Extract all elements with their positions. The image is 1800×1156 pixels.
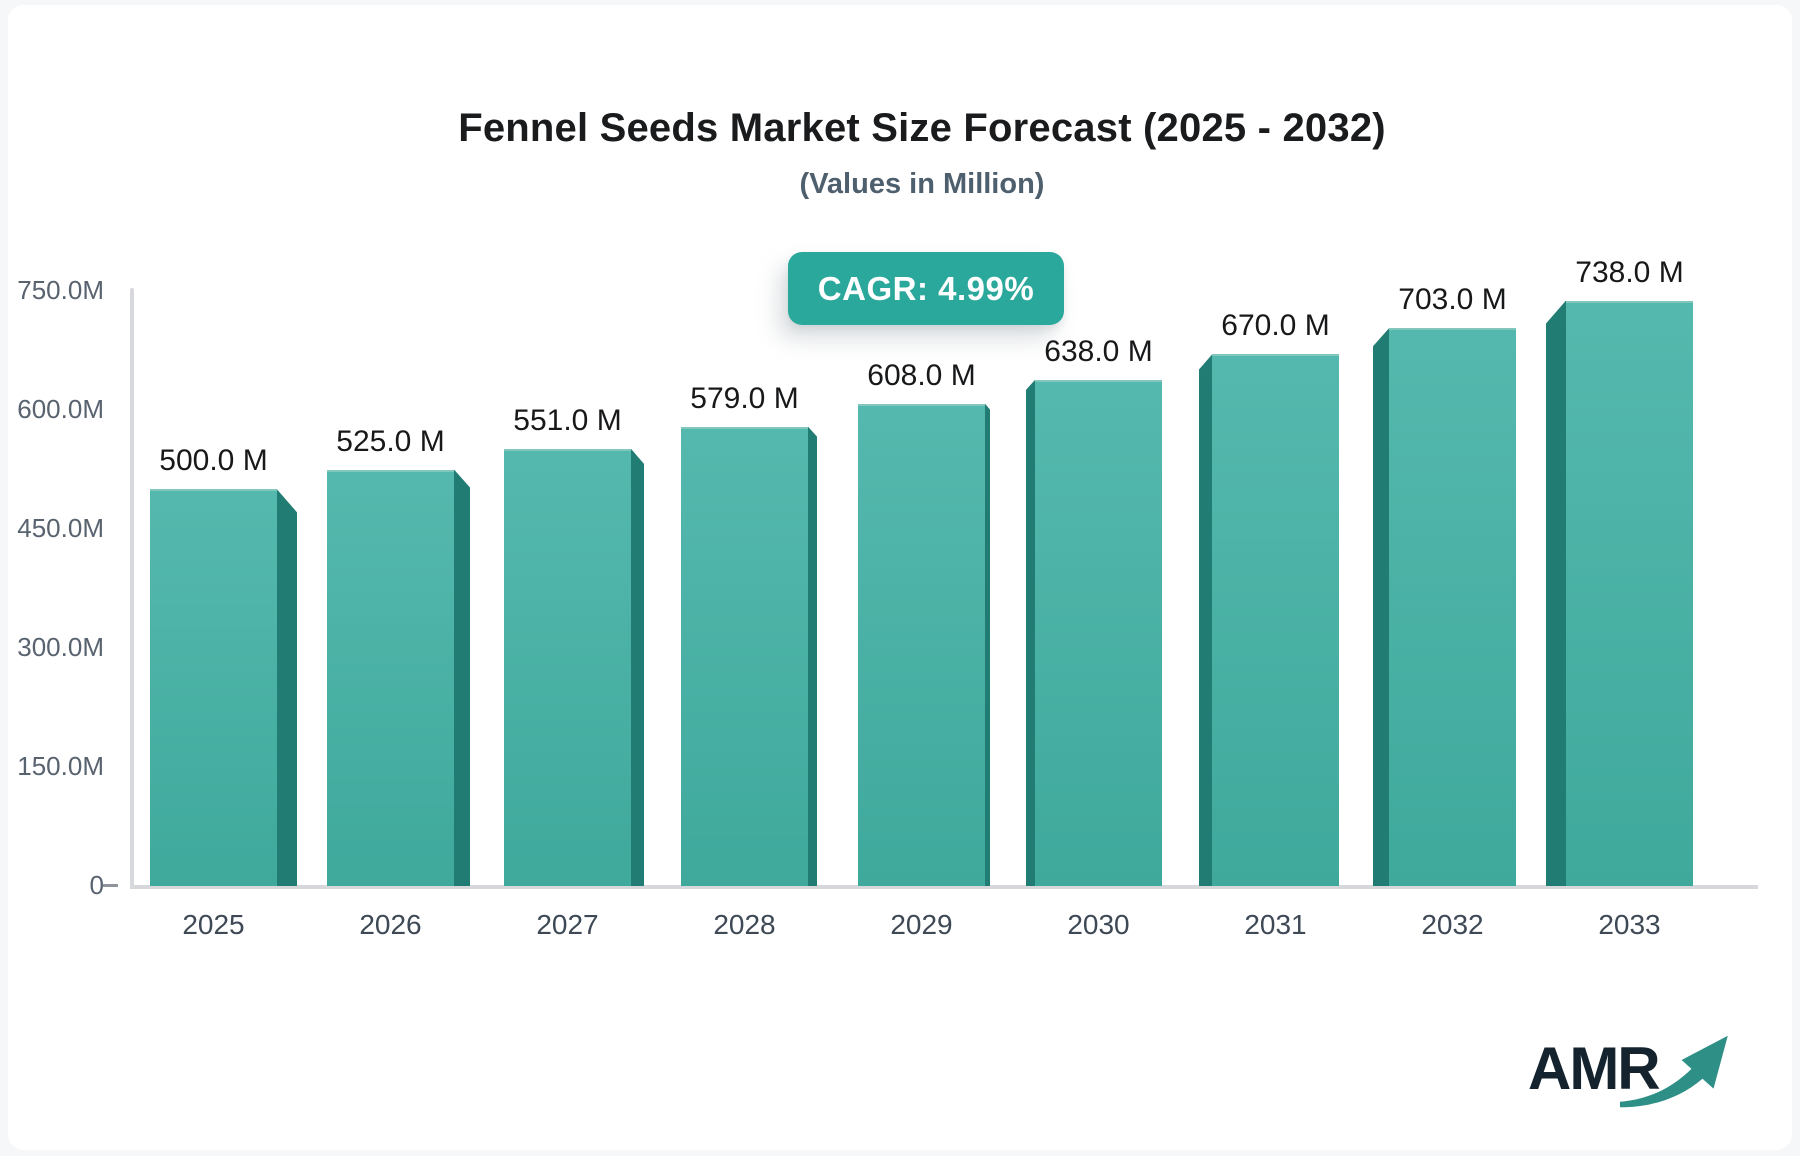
bar-2032[interactable] <box>1389 328 1516 886</box>
chart-title: Fennel Seeds Market Size Forecast (2025 … <box>458 106 1386 150</box>
y-tick-label: 750.0M <box>17 275 104 305</box>
brand-logo: AMR <box>1520 1030 1740 1120</box>
y-tick-label: 450.0M <box>17 513 104 543</box>
bar-value-label: 525.0 M <box>336 424 445 458</box>
bar-side-face <box>1546 300 1566 886</box>
bar-2027[interactable] <box>504 448 631 886</box>
y-axis-line <box>130 288 134 889</box>
x-axis-line <box>130 885 1758 889</box>
bar-value-label: 703.0 M <box>1398 283 1507 317</box>
bar-value-label: 738.0 M <box>1575 255 1684 289</box>
growth-arrow-icon <box>1620 1035 1728 1108</box>
x-tick-label: 2029 <box>890 909 953 940</box>
cagr-badge: CAGR: 4.99% <box>788 252 1064 325</box>
x-tick-label: 2027 <box>536 909 599 940</box>
y-tick-label: 300.0M <box>17 632 104 662</box>
bar-2033[interactable] <box>1566 300 1693 886</box>
bar-2030[interactable] <box>1035 379 1162 886</box>
bar-side-face <box>1199 354 1212 886</box>
bar-2028[interactable] <box>681 426 808 886</box>
x-tick-label: 2031 <box>1244 909 1307 940</box>
bar-2031[interactable] <box>1212 354 1339 886</box>
bar-value-label: 500.0 M <box>159 444 268 478</box>
y-tick-label: 600.0M <box>17 394 104 424</box>
chart-subtitle: (Values in Million) <box>799 168 1045 200</box>
bar-value-label: 608.0 M <box>867 358 976 392</box>
bar-side-face <box>277 489 297 886</box>
bar-side-face <box>1026 379 1035 886</box>
bar-value-label: 551.0 M <box>513 403 622 437</box>
brand-logo-text: AMR <box>1528 1035 1661 1102</box>
x-tick-label: 2032 <box>1421 909 1484 940</box>
x-tick-label: 2026 <box>359 909 422 940</box>
x-tick-label: 2025 <box>182 909 245 940</box>
x-tick-label: 2028 <box>713 909 776 940</box>
y-tick-label: 0 <box>89 870 104 900</box>
bar-value-label: 638.0 M <box>1044 334 1153 368</box>
x-tick-label: 2030 <box>1067 909 1130 940</box>
y-tick-label: 150.0M <box>17 751 104 781</box>
bar-2026[interactable] <box>327 469 454 886</box>
bar-2025[interactable] <box>150 489 277 886</box>
cagr-badge-label: CAGR: 4.99% <box>817 269 1035 307</box>
bar-value-label: 579.0 M <box>690 381 799 415</box>
bar-side-face <box>808 426 817 886</box>
bar-value-label: 670.0 M <box>1221 309 1330 343</box>
bar-side-face <box>1373 328 1389 886</box>
bar-2029[interactable] <box>858 403 985 886</box>
bar-side-face <box>454 469 470 886</box>
bar-side-face <box>631 448 644 886</box>
bar-side-face <box>985 403 990 886</box>
zero-tick-mark <box>103 884 118 887</box>
x-tick-label: 2033 <box>1598 909 1661 940</box>
